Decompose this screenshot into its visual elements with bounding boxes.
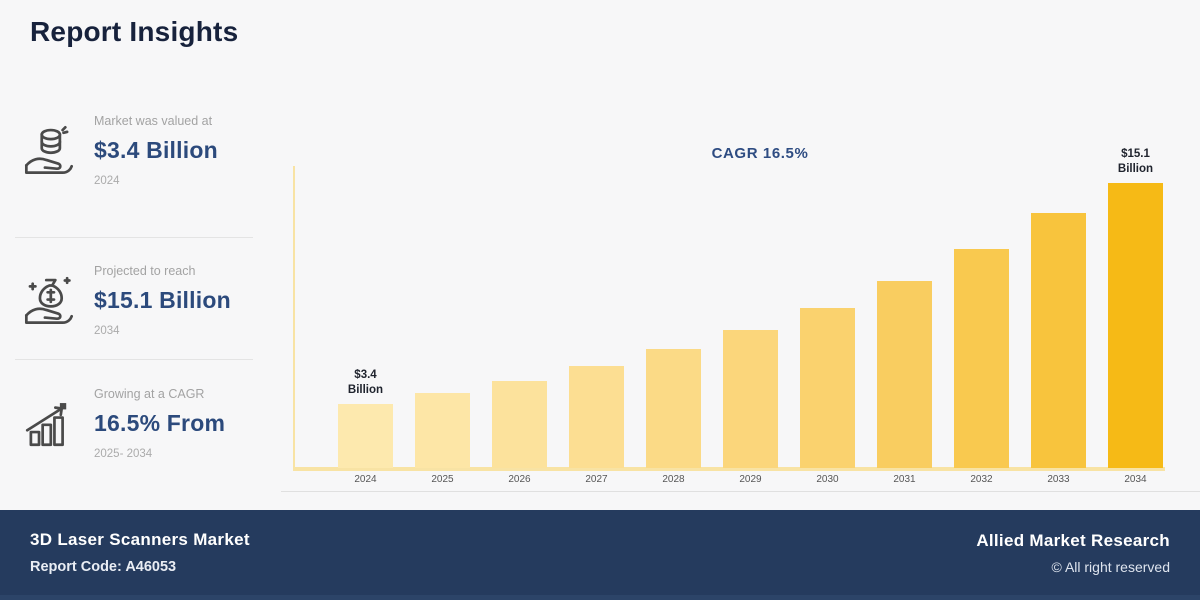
footer-market-title: 3D Laser Scanners Market [30,530,250,549]
x-tick-2026: 2026 [508,474,531,485]
bar-2026 [492,381,547,468]
bar-2031 [877,281,932,468]
x-tick-2027: 2027 [585,474,608,485]
stat-value: $3.4 Billion [94,136,218,163]
stat-label: Growing at a CAGR [94,386,205,401]
x-tick-2034: 2034 [1124,474,1147,485]
bar-2034 [1108,183,1163,468]
stat-value: $15.1 Billion [94,286,231,313]
bar-2027 [569,366,624,468]
stat-period: 2025- 2034 [94,447,153,460]
sidebar-divider [15,237,253,238]
x-tick-2032: 2032 [970,474,993,485]
stat-card-market-valued: Market was valued at $3.4 Billion 2024 [18,95,268,205]
page-title: Report Insights [30,16,239,47]
growth-chart-icon [18,392,80,454]
last-bar-value-label: $15.1 Billion [1117,148,1154,175]
y-axis-line [293,166,295,469]
x-tick-2029: 2029 [739,474,762,485]
bar-2030 [800,308,855,468]
bar-2032 [954,249,1009,468]
bar-2024 [338,404,393,468]
bar-2033 [1031,213,1086,468]
stat-period: 2034 [94,324,120,337]
footer-report-code: Report Code: A46053 [30,559,177,575]
x-tick-2025: 2025 [431,474,454,485]
x-axis-line [293,467,1165,471]
sidebar-divider [15,359,253,360]
stat-value: 16.5% From [94,409,226,436]
chart-bottom-rule [281,491,1200,492]
chart-title: CAGR 16.5% [711,145,809,162]
first-bar-value-label: $3.4 Billion [347,369,384,396]
x-tick-2028: 2028 [662,474,685,485]
stat-period: 2024 [94,174,120,187]
x-tick-2030: 2030 [816,474,839,485]
footer-copyright: © All right reserved [1051,558,1170,575]
stat-card-cagr: Growing at a CAGR 16.5% From 2025- 2034 [18,368,268,478]
coins-in-hand-icon [18,119,80,181]
stat-card-projected: Projected to reach $15.1 Billion 2034 [18,245,268,355]
footer-brand: Allied Market Research [976,530,1170,550]
footer-bar: 3D Laser Scanners Market Report Code: A4… [0,510,1200,600]
money-bag-in-hand-icon [18,269,80,331]
stat-label: Projected to reach [94,263,196,278]
stat-label: Market was valued at [94,113,213,128]
bar-2028 [646,349,701,468]
x-tick-2024: 2024 [354,474,377,485]
x-tick-2033: 2033 [1047,474,1070,485]
x-tick-2031: 2031 [893,474,916,485]
bar-2029 [723,330,778,468]
bar-2025 [415,393,470,468]
